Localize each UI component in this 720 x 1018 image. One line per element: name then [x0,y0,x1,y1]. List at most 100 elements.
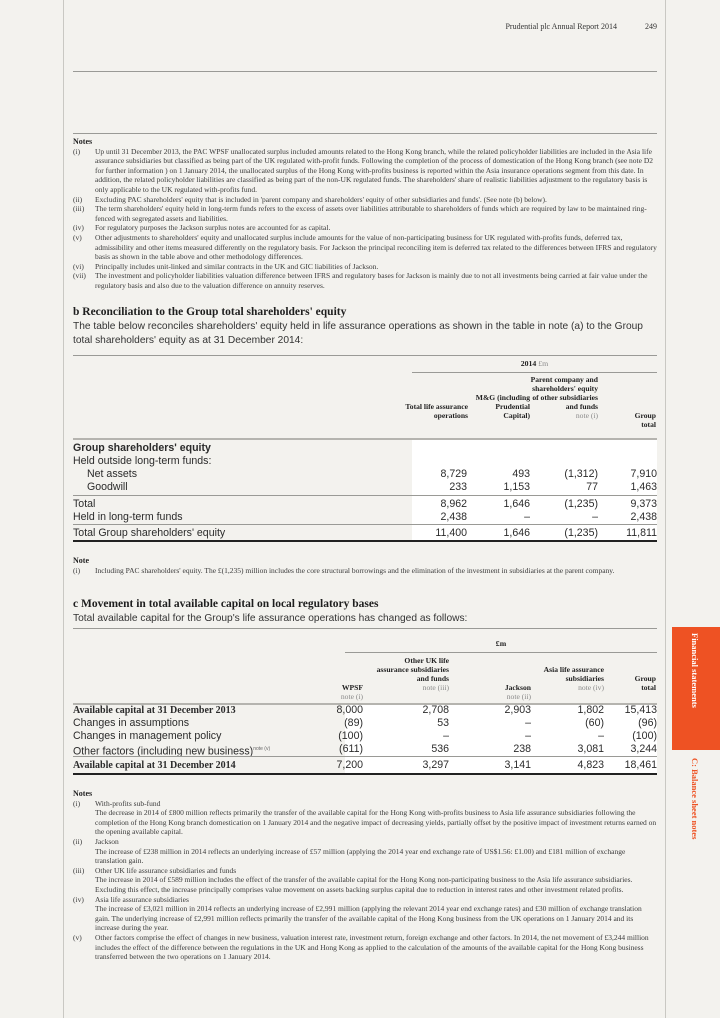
table-b-top-rule [73,355,657,356]
note-title: Note [73,556,89,565]
row-label-text: Available capital at 31 December 2014 [73,760,236,771]
note-subtitle: Other UK life assurance subsidiaries and… [95,865,237,875]
note-item: (vii) The investment and policyholder lia… [73,271,657,290]
table-b-bottom-rule [73,540,657,542]
note-number: (i) [73,565,81,575]
note-text: Up until 31 December 2013, the PAC WPSF … [95,146,653,194]
column-label: Parent company and shareholders' equity … [530,375,598,411]
table-cell: 9,373 [630,498,657,510]
note-number: (i) [73,798,81,808]
table-cell: 11,400 [435,527,467,539]
row-label: Available capital at 31 December 2013 [73,704,236,717]
table-c-top-rule [73,628,657,629]
note-number: (iv) [73,223,84,233]
column-header: Asia life assurance subsidiaries note (iv… [540,665,604,692]
note-subtitle: Jackson [95,836,119,846]
note-text: Other factors comprise the effect of cha… [95,932,649,962]
note-number: (i) [73,146,81,156]
note-body: Jackson The increase of £238 million in 2… [95,837,657,866]
column-header: WPSF note (i) [300,683,363,701]
note-number: (ii) [73,836,83,846]
table-cell: – [525,730,531,742]
table-cell: (96) [638,717,657,729]
table-cell: 238 [513,743,531,755]
note-item: (i) Up until 31 December 2013, the PAC WP… [73,147,657,195]
note-text: The increase of £3,021 million in 2014 r… [95,904,642,933]
table-cell: 18,461 [624,759,657,771]
column-note: note (ii) [506,692,531,701]
row-label-text: Changes in assumptions [73,717,190,729]
table-cell: 11,811 [626,527,657,539]
table-cell: 15,413 [624,704,657,716]
column-label: Other UK life assurance subsidiaries and… [376,656,449,683]
row-label: Held outside long-term funds: [73,455,212,467]
table-row: Other factors (including new business)no… [73,743,657,758]
note-item: (v) Other adjustments to shareholders' eq… [73,233,657,262]
column-header: Parent company and shareholders' equity … [530,375,598,420]
header-rule [73,71,657,72]
row-label: Total [73,498,96,510]
table-cell: 3,081 [577,743,604,755]
note-item: (iv) Asia life assurance subsidiaries The … [73,895,657,933]
note-text: The investment and policyholder liabilit… [95,271,648,290]
table-cell: (1,235) [564,498,598,510]
table-row: Available capital at 31 December 2014 7,2… [73,759,657,772]
page-edge-right [665,0,666,1018]
table-cell: 8,729 [440,468,467,480]
table-cell: – [598,730,604,742]
table-cell: (100) [632,730,657,742]
table-c-bottom-rule [73,773,657,775]
table-cell: 1,153 [503,481,530,493]
note-body: Other UK life assurance subsidiaries and… [95,866,657,895]
section-c-intro: Total available capital for the Group's … [73,613,468,624]
note-item: (i) Including PAC shareholders' equity. T… [73,566,657,576]
subsection-tab-label[interactable]: C: Balance sheet notes [690,758,700,840]
table-row: Net assets 8,729 493 (1,312) 7,910 [73,468,657,481]
section-b-heading: b Reconciliation to the Group total shar… [73,306,347,318]
section-b-intro: The table below reconciles shareholders'… [73,321,643,346]
section-tab-financial-statements[interactable]: Financial statements [672,627,720,750]
note-text: Excluding PAC shareholders' equity that … [95,194,547,204]
table-cell: 3,297 [422,759,449,771]
note-body: With-profits sub-fund The decrease in 201… [95,799,657,837]
table-cell: 8,962 [440,498,467,510]
table-cell: 1,463 [630,481,657,493]
column-note: note (i) [340,692,363,701]
table-cell: 2,438 [440,511,467,523]
section-tab-label: Financial statements [690,633,700,708]
column-label: Jackson [504,683,531,692]
table-cell: (1,312) [564,468,598,480]
table-cell: 77 [586,481,598,493]
column-header: Total life assurance operations [402,402,468,420]
note-number: (v) [73,232,82,242]
table-row: Changes in assumptions (89) 53 – (60) (96) [73,717,657,730]
row-label: Held in long-term funds [73,511,183,523]
note-number: (ii) [73,194,83,204]
row-label: Net assets [87,468,138,480]
table-cell: 4,823 [577,759,604,771]
notes-block-c: Notes (i) With-profits sub-fund The decrea… [73,789,657,962]
row-label: Group shareholders' equity [73,442,211,454]
note-number: (iii) [73,865,85,875]
table-cell: – [592,511,598,523]
note-item: (iii) The term shareholders' equity held … [73,204,657,223]
column-label: M&G (including Prudential Capital) [475,393,530,420]
table-cell: 1,646 [503,498,530,510]
table-b-values-bg [412,438,657,541]
note-item: (ii) Jackson The increase of £238 million … [73,837,657,866]
note-text: For regulatory purposes the Jackson surp… [95,223,331,233]
table-row: Total 8,962 1,646 (1,235) 9,373 [73,498,657,511]
note-text: The decrease in 2014 of £800 million ref… [95,808,657,837]
table-row: Group shareholders' equity [73,442,657,455]
row-label-text: Other factors (including new business) [73,745,254,758]
row-label: Total Group shareholders' equity [73,527,226,539]
table-cell: – [524,511,530,523]
table-row: Total Group shareholders' equity 11,400 1,… [73,527,657,540]
table-row: Held in long-term funds 2,438 – – 2,438 [73,511,657,524]
table-row: Changes in management policy (100) – – – (100… [73,730,657,743]
table-cell: 2,903 [504,704,531,716]
table-b-unit: £m [538,359,549,368]
table-b-group-header: 2014 £m [412,359,657,368]
note-item: (ii) Excluding PAC shareholders' equity t… [73,195,657,205]
note-text: Including PAC shareholders' equity. The … [95,565,615,575]
